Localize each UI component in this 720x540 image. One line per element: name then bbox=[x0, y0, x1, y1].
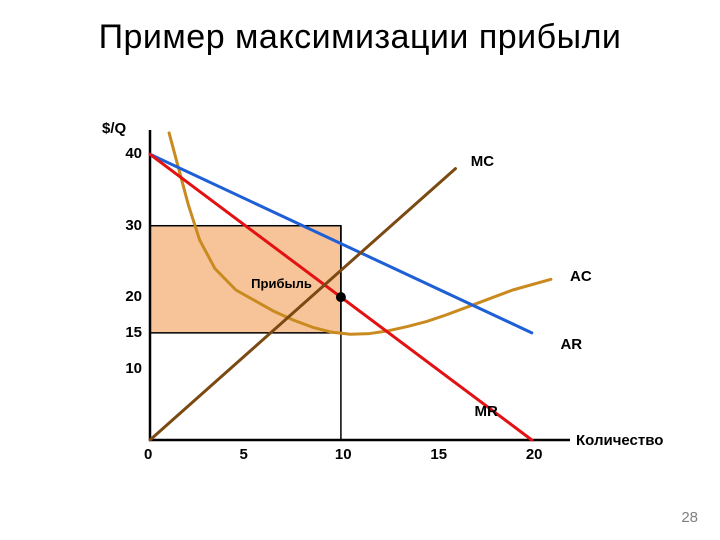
chart-svg bbox=[90, 120, 650, 490]
x-tick: 20 bbox=[526, 446, 543, 463]
y-tick: 15 bbox=[125, 324, 142, 341]
y-tick: 10 bbox=[125, 360, 142, 377]
x-tick: 15 bbox=[430, 446, 447, 463]
x-tick: 10 bbox=[335, 446, 352, 463]
x-tick: 5 bbox=[239, 446, 247, 463]
profit-region-label: Прибыль bbox=[251, 276, 312, 291]
x-tick: 0 bbox=[144, 446, 152, 463]
y-tick: 40 bbox=[125, 145, 142, 162]
slide-title: Пример максимизации прибыли bbox=[0, 18, 720, 57]
profit-maximization-chart: $/Q Количество 1015203040 05101520 MC AC… bbox=[90, 120, 650, 495]
page-number: 28 bbox=[681, 509, 698, 526]
curve-label-ac: AC bbox=[570, 268, 592, 285]
y-axis-label: $/Q bbox=[102, 120, 126, 137]
curve-label-mr: MR bbox=[475, 403, 498, 420]
y-tick: 20 bbox=[125, 288, 142, 305]
y-tick: 30 bbox=[125, 217, 142, 234]
curve-label-ar: AR bbox=[560, 336, 582, 353]
curve-label-mc: MC bbox=[471, 153, 494, 170]
x-axis-label: Количество bbox=[576, 432, 663, 449]
